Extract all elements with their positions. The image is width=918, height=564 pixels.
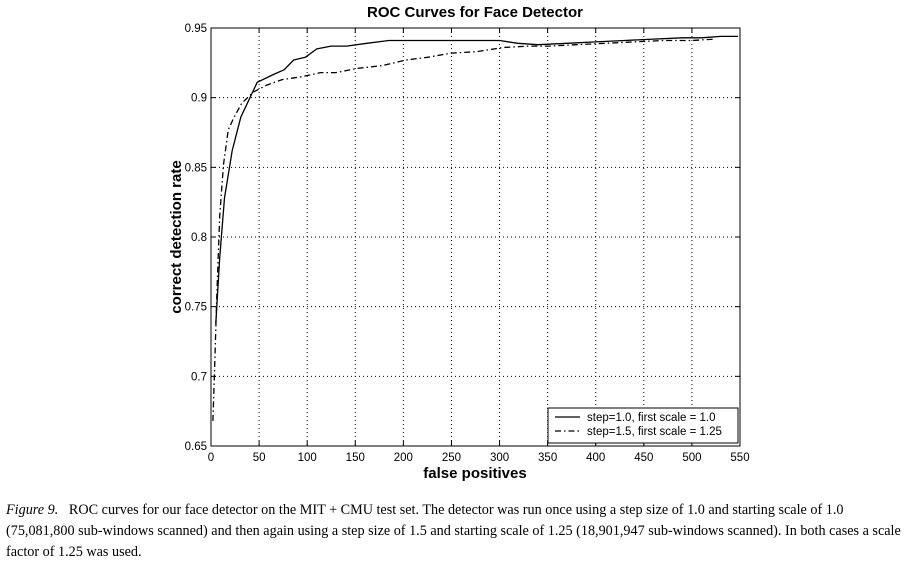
x-tick-label: 50 xyxy=(253,452,266,464)
y-tick-label: 0.7 xyxy=(191,371,207,383)
series-line-1 xyxy=(215,35,739,324)
x-tick-label: 550 xyxy=(730,452,749,464)
legend-entry-2: step=1.5, first scale = 1.25 xyxy=(587,426,722,438)
y-tick-label: 0.65 xyxy=(185,441,207,453)
legend-box xyxy=(547,407,739,444)
roc-chart: ROC Curves for Face Detector 0 50 100 150 20… xyxy=(168,4,750,482)
series-lines xyxy=(212,35,739,421)
caption-text: ROC curves for our face detector on the … xyxy=(6,502,901,560)
x-tick-label: 200 xyxy=(394,452,413,464)
x-tick-label: 300 xyxy=(490,452,509,464)
x-tick-label: 150 xyxy=(346,452,365,464)
caption-label: Figure 9. xyxy=(6,502,59,518)
y-tick-label: 0.95 xyxy=(185,23,207,35)
grid xyxy=(211,28,740,446)
y-tick-label: 0.85 xyxy=(185,162,207,174)
x-tick-label: 250 xyxy=(442,452,461,464)
legend-entry-1: step=1.0, first scale = 1.0 xyxy=(587,412,716,424)
y-tick-label: 0.75 xyxy=(185,302,207,314)
legend: step=1.0, first scale = 1.0 step=1.5, fi… xyxy=(547,407,739,444)
x-tick-label: 350 xyxy=(538,452,557,464)
x-tick-label: 100 xyxy=(298,452,317,464)
y-tick-label: 0.9 xyxy=(191,93,207,105)
chart-title: ROC Curves for Face Detector xyxy=(367,4,583,21)
y-tick-label: 0.8 xyxy=(191,232,207,244)
y-axis-label: correct detection rate xyxy=(168,160,185,313)
series-line-2 xyxy=(212,38,716,421)
x-tick-label: 450 xyxy=(634,452,653,464)
x-axis-label: false positives xyxy=(423,465,526,482)
x-tick-label: 400 xyxy=(586,452,605,464)
x-tick-label: 0 xyxy=(208,452,214,464)
x-tick-label: 500 xyxy=(682,452,701,464)
axis-ticks: 0 50 100 150 200 250 300 350 400 450 500 550 0.65 0.7… xyxy=(185,23,750,464)
figure-caption: Figure 9. ROC curves for our face detect… xyxy=(6,500,912,563)
